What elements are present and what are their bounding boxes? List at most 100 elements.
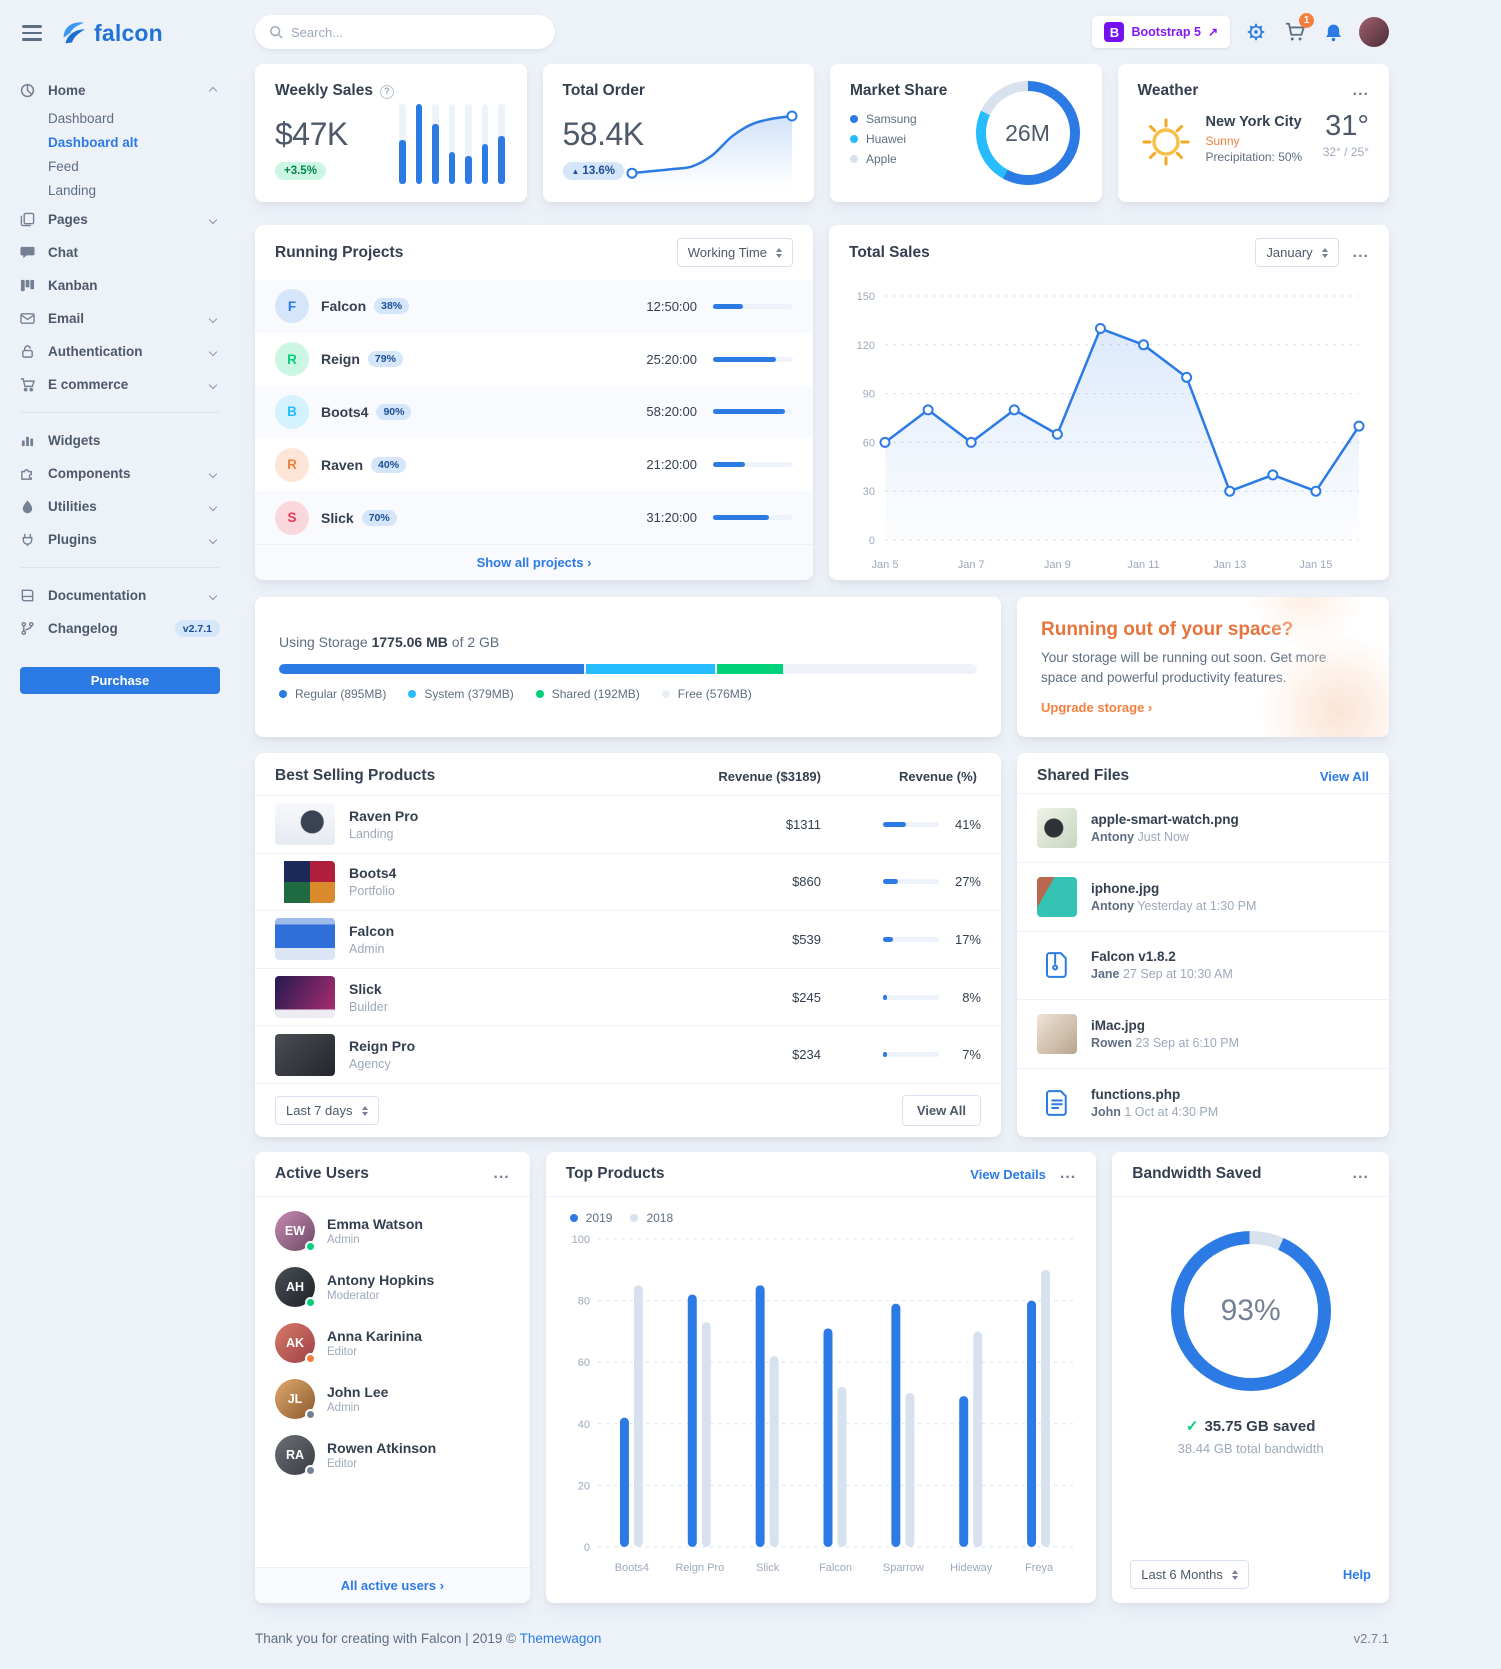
user-row[interactable]: RA Rowen Atkinson Editor (255, 1427, 530, 1483)
user-row[interactable]: JL John Lee Admin (255, 1371, 530, 1427)
user-name[interactable]: Anna Karinina (327, 1328, 422, 1344)
product-thumbnail (275, 1033, 335, 1076)
svg-text:40: 40 (577, 1419, 589, 1431)
svg-text:120: 120 (857, 340, 875, 352)
file-name[interactable]: functions.php (1091, 1087, 1181, 1103)
sidebar-item-label: Email (48, 311, 85, 326)
project-name[interactable]: Slick (321, 509, 354, 526)
notifications-button[interactable] (1321, 20, 1346, 45)
all-active-users-link[interactable]: All active users › (255, 1567, 530, 1603)
sun-icon (1142, 118, 1189, 166)
show-all-projects-link[interactable]: Show all projects › (255, 544, 813, 580)
card-menu-button[interactable]: ... (1059, 1165, 1077, 1182)
product-name[interactable]: Falcon (349, 922, 395, 939)
file-item[interactable]: functions.php John 1 Oct at 4:30 PM (1017, 1068, 1389, 1137)
product-name[interactable]: Boots4 (349, 865, 397, 882)
file-name[interactable]: iphone.jpg (1091, 880, 1160, 896)
help-link[interactable]: Help (1342, 1567, 1371, 1582)
sidebar-item-dashboard-alt[interactable]: Dashboard alt (48, 135, 139, 150)
svg-text:0: 0 (869, 535, 875, 547)
settings-gear-button[interactable] (1243, 19, 1269, 45)
help-icon[interactable]: ? (379, 84, 394, 99)
file-time: 27 Sep at 10:30 AM (1122, 967, 1233, 982)
user-name[interactable]: Antony Hopkins (327, 1272, 435, 1288)
project-row[interactable]: B Boots4 90% 58:20:00 (255, 385, 813, 439)
month-select[interactable]: January (1255, 238, 1339, 267)
project-name[interactable]: Boots4 (321, 403, 369, 420)
sidebar-item-utilities[interactable]: Utilities (20, 490, 220, 523)
card-menu-button[interactable]: ... (1352, 243, 1369, 261)
sidebar-item-feed[interactable]: Feed (48, 159, 79, 174)
file-name[interactable]: iMac.jpg (1091, 1018, 1146, 1034)
card-menu-button[interactable]: ... (1352, 82, 1369, 99)
sidebar-item-pages[interactable]: Pages (20, 203, 220, 236)
hamburger-menu-icon[interactable] (20, 21, 44, 44)
shared-files-card: Shared Files View All apple-smart-watch.… (1017, 753, 1389, 1137)
product-name[interactable]: Slick (349, 980, 382, 997)
file-name[interactable]: Falcon v1.8.2 (1091, 949, 1176, 965)
period-select[interactable]: Last 7 days (275, 1096, 379, 1125)
product-name[interactable]: Raven Pro (349, 807, 419, 824)
sidebar-item-widgets[interactable]: Widgets (20, 424, 220, 457)
user-row[interactable]: AH Antony Hopkins Moderator (255, 1259, 530, 1315)
sidebar-item-changelog[interactable]: Changelog v2.7.1 (20, 612, 220, 645)
svg-text:Sparrow: Sparrow (882, 1562, 923, 1574)
product-name[interactable]: Reign Pro (349, 1038, 416, 1055)
card-menu-button[interactable]: ... (1352, 1165, 1369, 1182)
user-row[interactable]: AK Anna Karinina Editor (255, 1315, 530, 1371)
project-name[interactable]: Reign (321, 351, 360, 368)
file-item[interactable]: iphone.jpg Antony Yesterday at 1:30 PM (1017, 861, 1389, 931)
view-all-link[interactable]: View All (1319, 768, 1369, 784)
user-name[interactable]: John Lee (327, 1384, 389, 1400)
weather-body: New York City Sunny Precipitation: 50% (1138, 114, 1370, 170)
card-header-actions: January ... (1255, 238, 1369, 267)
sidebar-item-plugins[interactable]: Plugins (20, 523, 220, 556)
falcon-logo[interactable]: falcon (58, 18, 163, 48)
sidebar-item-home[interactable]: Home (20, 74, 220, 107)
sidebar-item-dashboard[interactable]: Dashboard (48, 111, 115, 126)
bootstrap-version-badge[interactable]: B Bootstrap 5 ↗ (1092, 16, 1230, 48)
sidebar-item-landing[interactable]: Landing (48, 183, 97, 198)
view-all-button[interactable]: View All (901, 1095, 981, 1126)
file-name[interactable]: apple-smart-watch.png (1091, 811, 1239, 827)
purchase-button[interactable]: Purchase (20, 667, 220, 694)
sidebar-item-documentation[interactable]: Documentation (20, 579, 220, 612)
search-box[interactable] (255, 15, 555, 49)
upgrade-storage-link[interactable]: Upgrade storage › (1041, 699, 1153, 715)
sidebar-item-email[interactable]: Email (20, 302, 220, 335)
card-menu-button[interactable]: ... (493, 1165, 510, 1182)
project-name[interactable]: Falcon (321, 298, 367, 315)
project-row[interactable]: F Falcon 38% 12:50:00 (255, 280, 813, 333)
file-user: Jane (1091, 967, 1120, 982)
project-row[interactable]: R Raven 40% 21:20:00 (255, 438, 813, 491)
file-item[interactable]: iMac.jpg Rowen 23 Sep at 6:10 PM (1017, 999, 1389, 1068)
view-details-link[interactable]: View Details (970, 1166, 1046, 1182)
sidebar-item-label: Changelog (48, 621, 118, 636)
user-name[interactable]: Rowen Atkinson (327, 1440, 437, 1456)
total-sales-chart: 0 30 60 90 120 150 Jan 5 Jan 7 Jan 9 Jan 11 Jan 13… (857, 291, 1365, 571)
months-select[interactable]: Last 6 Months (1130, 1560, 1249, 1589)
mini-bar (415, 104, 422, 184)
sort-arrows-icon (1321, 247, 1328, 258)
project-percent-badge: 70% (361, 509, 397, 526)
project-row[interactable]: R Reign 79% 25:20:00 (255, 333, 813, 386)
version-badge: v2.7.1 (174, 620, 220, 637)
themewagon-link[interactable]: Themewagon (519, 1631, 602, 1646)
user-row[interactable]: EW Emma Watson Admin (255, 1203, 530, 1259)
working-time-select[interactable]: Working Time (676, 238, 793, 267)
sidebar-item-chat[interactable]: Chat (20, 236, 220, 269)
card-header: Total Sales January ... (829, 225, 1389, 280)
file-item[interactable]: Falcon v1.8.2 Jane 27 Sep at 10:30 AM (1017, 930, 1389, 1000)
sidebar-item-authentication[interactable]: Authentication (20, 335, 220, 368)
file-item[interactable]: apple-smart-watch.png Antony Just Now (1017, 793, 1389, 862)
cart-button[interactable]: 1 (1282, 13, 1314, 45)
sidebar-item-components[interactable]: Components (20, 457, 220, 490)
user-name[interactable]: Emma Watson (327, 1216, 423, 1232)
sidebar-item-ecommerce[interactable]: E commerce (20, 368, 220, 401)
external-link-icon: ↗ (1207, 25, 1218, 39)
project-name[interactable]: Raven (321, 456, 364, 473)
sidebar-item-kanban[interactable]: Kanban (20, 269, 220, 302)
project-row[interactable]: S Slick 70% 31:20:00 (255, 491, 813, 544)
search-input[interactable] (291, 24, 541, 40)
user-avatar[interactable] (1359, 17, 1389, 47)
